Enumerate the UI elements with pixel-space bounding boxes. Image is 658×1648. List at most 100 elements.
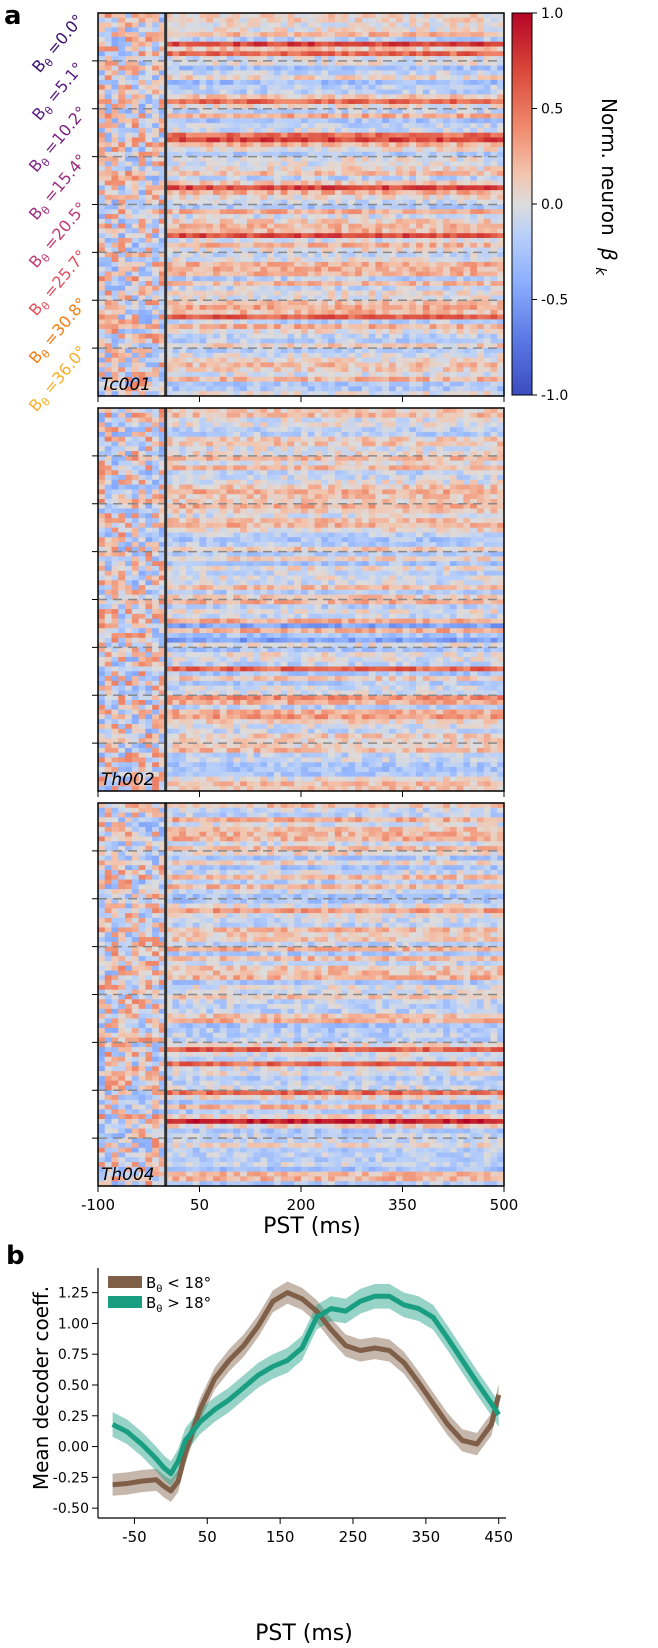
heatmap-cell: [287, 328, 295, 335]
heatmap-cell: [422, 60, 431, 67]
heatmap-cell: [314, 127, 322, 134]
heatmap-cell: [307, 147, 316, 153]
heatmap-cell: [375, 285, 383, 292]
heatmap-cell: [172, 190, 180, 196]
heatmap-cell: [321, 328, 329, 335]
heatmap-cell: [348, 123, 356, 129]
heatmap-cell: [321, 271, 329, 277]
heatmap-cell: [206, 391, 214, 397]
heatmap-cell: [422, 103, 431, 110]
heatmap-cell: [409, 362, 417, 368]
heatmap-cell: [165, 352, 174, 359]
heatmap-cell: [192, 319, 201, 325]
heatmap-cell: [490, 266, 498, 273]
heatmap-cell: [172, 209, 180, 215]
heatmap-cell: [213, 108, 221, 115]
heatmap-cell: [436, 218, 444, 225]
heatmap-cell: [246, 151, 255, 158]
heatmap-cell: [213, 314, 221, 320]
heatmap-cell: [328, 89, 336, 95]
heatmap-cell: [456, 80, 464, 86]
heatmap-cell: [145, 257, 153, 263]
heatmap-cell: [355, 290, 363, 297]
heatmap-cell: [152, 118, 160, 124]
heatmap-cell: [355, 137, 363, 143]
heatmap-cell: [131, 352, 140, 359]
heatmap-cell: [280, 328, 289, 335]
heatmap-cell: [273, 70, 282, 76]
heatmap-cell: [104, 290, 113, 297]
heatmap-cell: [422, 80, 431, 86]
heatmap-cell: [206, 247, 214, 253]
heatmap-cell: [233, 166, 241, 172]
heatmap-cell: [179, 56, 187, 62]
heatmap-cell: [328, 309, 336, 316]
heatmap-cell: [192, 309, 201, 316]
heatmap-cell: [321, 190, 329, 196]
heatmap-cell: [341, 36, 349, 43]
heatmap-cell: [314, 276, 322, 282]
heatmap-cell: [483, 391, 492, 397]
heatmap-cell: [253, 233, 261, 239]
heatmap-cell: [361, 242, 370, 249]
heatmap-cell: [497, 372, 505, 378]
heatmap-cell: [287, 352, 295, 359]
heatmap-cell: [395, 233, 404, 239]
heatmap-cell: [490, 338, 498, 344]
heatmap-cell: [341, 13, 349, 19]
heatmap-cell: [158, 17, 167, 24]
heatmap-cell: [219, 228, 228, 234]
heatmap-cell: [328, 381, 336, 388]
heatmap-cell: [301, 190, 309, 196]
heatmap-cell: [334, 314, 343, 320]
heatmap-cell: [226, 32, 234, 38]
heatmap-cell: [388, 180, 397, 186]
heatmap-cell: [483, 352, 492, 359]
heatmap-cell: [226, 285, 234, 292]
heatmap-cell: [118, 17, 126, 24]
heatmap-cell: [111, 408, 119, 414]
heatmap-cell: [240, 108, 248, 115]
heatmap-cell: [104, 285, 113, 292]
heatmap-cell: [280, 204, 289, 210]
heatmap-cell: [158, 132, 167, 139]
heatmap-cell: [328, 314, 336, 320]
heatmap-cell: [334, 367, 343, 373]
heatmap-cell: [368, 324, 377, 330]
heatmap-cell: [152, 276, 160, 282]
heatmap-cell: [179, 175, 187, 182]
heatmap-cell: [382, 319, 390, 325]
heatmap-cell: [192, 127, 201, 134]
heatmap-cell: [409, 223, 417, 230]
heatmap-cell: [395, 261, 404, 268]
heatmap-cell: [341, 22, 349, 28]
heatmap-cell: [172, 137, 180, 143]
heatmap-cell: [449, 46, 458, 52]
heatmap-cell: [409, 175, 417, 182]
heatmap-cell: [456, 223, 464, 230]
heatmap-cell: [476, 89, 485, 95]
heatmap-cell: [206, 175, 214, 182]
heatmap-cell: [145, 142, 153, 148]
heatmap-cell: [165, 408, 174, 414]
heatmap-cell: [490, 271, 498, 277]
heatmap-cell: [118, 13, 126, 19]
heatmap-cell: [314, 367, 322, 373]
heatmap-cell: [334, 372, 343, 378]
heatmap-cell: [165, 285, 174, 292]
heatmap-cell: [443, 348, 451, 354]
heatmap-cell: [416, 357, 424, 364]
heatmap-cell: [334, 17, 343, 24]
heatmap-cell: [382, 80, 390, 86]
heatmap-cell: [490, 391, 498, 397]
heatmap-cell: [131, 247, 140, 253]
heatmap-cell: [422, 338, 431, 344]
heatmap-cell: [463, 17, 471, 24]
heatmap-cell: [328, 257, 336, 263]
heatmap-cell: [382, 99, 390, 105]
heatmap-cell: [233, 417, 241, 423]
heatmap-cell: [388, 142, 397, 148]
heatmap-cell: [443, 161, 451, 167]
heatmap-cell: [355, 132, 363, 139]
heatmap-cell: [348, 113, 356, 119]
